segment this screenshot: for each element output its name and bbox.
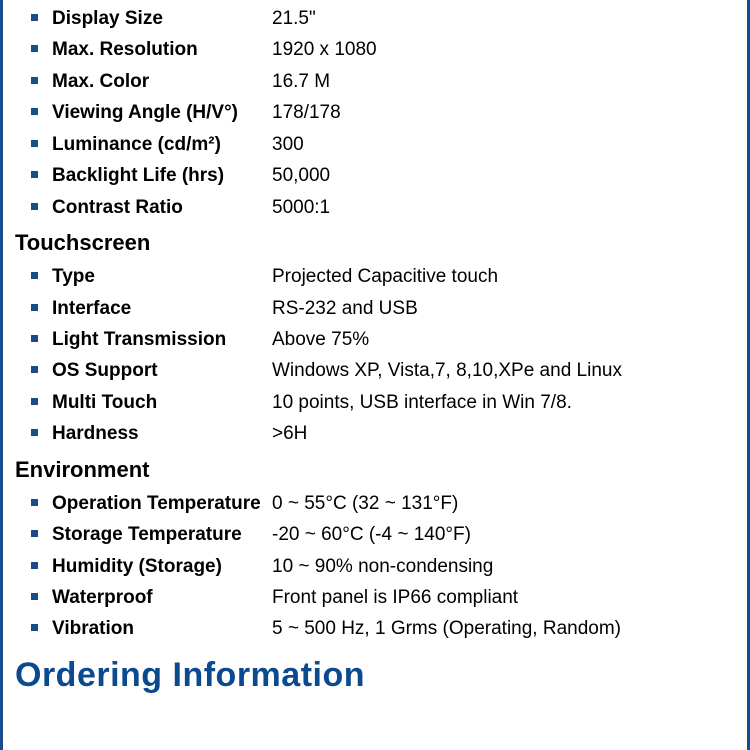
bullet-icon — [31, 530, 38, 537]
ordering-information-heading: Ordering Information — [15, 656, 737, 695]
bullet-icon — [31, 14, 38, 21]
spec-row: Humidity (Storage) 10 ~ 90% non-condensi… — [31, 552, 737, 581]
spec-label: Display Size — [52, 4, 272, 33]
bullet-icon — [31, 593, 38, 600]
bullet-icon — [31, 272, 38, 279]
spec-row: Type Projected Capacitive touch — [31, 262, 737, 291]
display-specs: Display Size 21.5" Max. Resolution 1920 … — [13, 4, 737, 222]
spec-value: 1920 x 1080 — [272, 35, 737, 64]
spec-row: Multi Touch 10 points, USB interface in … — [31, 388, 737, 417]
spec-row: Operation Temperature 0 ~ 55°C (32 ~ 131… — [31, 489, 737, 518]
bullet-icon — [31, 140, 38, 147]
spec-value: 50,000 — [272, 161, 737, 190]
spec-value: 300 — [272, 130, 737, 159]
spec-row: Max. Resolution 1920 x 1080 — [31, 35, 737, 64]
spec-row: Interface RS-232 and USB — [31, 294, 737, 323]
spec-label: Max. Resolution — [52, 35, 272, 64]
spec-value: Above 75% — [272, 325, 737, 354]
spec-row: Vibration 5 ~ 500 Hz, 1 Grms (Operating,… — [31, 614, 737, 643]
bullet-icon — [31, 203, 38, 210]
bullet-icon — [31, 429, 38, 436]
spec-row: Waterproof Front panel is IP66 compliant — [31, 583, 737, 612]
spec-label: Light Transmission — [52, 325, 272, 354]
touchscreen-heading: Touchscreen — [15, 230, 737, 256]
bullet-icon — [31, 171, 38, 178]
spec-value: 21.5" — [272, 4, 737, 33]
spec-label: Storage Temperature — [52, 520, 272, 549]
spec-value: 5000:1 — [272, 193, 737, 222]
bullet-icon — [31, 562, 38, 569]
spec-value: 10 ~ 90% non-condensing — [272, 552, 737, 581]
spec-value: 0 ~ 55°C (32 ~ 131°F) — [272, 489, 737, 518]
spec-label: Hardness — [52, 419, 272, 448]
bullet-icon — [31, 335, 38, 342]
spec-label: Type — [52, 262, 272, 291]
spec-value: 10 points, USB interface in Win 7/8. — [272, 388, 737, 417]
spec-row: Storage Temperature -20 ~ 60°C (-4 ~ 140… — [31, 520, 737, 549]
spec-value: 16.7 M — [272, 67, 737, 96]
spec-label: Waterproof — [52, 583, 272, 612]
environment-specs: Operation Temperature 0 ~ 55°C (32 ~ 131… — [13, 489, 737, 644]
spec-row: Backlight Life (hrs) 50,000 — [31, 161, 737, 190]
spec-value: 178/178 — [272, 98, 737, 127]
spec-label: Max. Color — [52, 67, 272, 96]
environment-heading: Environment — [15, 457, 737, 483]
bullet-icon — [31, 304, 38, 311]
spec-row: Display Size 21.5" — [31, 4, 737, 33]
bullet-icon — [31, 499, 38, 506]
bullet-icon — [31, 624, 38, 631]
spec-label: Multi Touch — [52, 388, 272, 417]
spec-row: Luminance (cd/m²) 300 — [31, 130, 737, 159]
bullet-icon — [31, 366, 38, 373]
spec-value: >6H — [272, 419, 737, 448]
bullet-icon — [31, 77, 38, 84]
spec-row: OS Support Windows XP, Vista,7, 8,10,XPe… — [31, 356, 737, 385]
bullet-icon — [31, 108, 38, 115]
spec-row: Hardness >6H — [31, 419, 737, 448]
spec-label: Operation Temperature — [52, 489, 272, 518]
spec-value: Front panel is IP66 compliant — [272, 583, 737, 612]
spec-value: Projected Capacitive touch — [272, 262, 737, 291]
bullet-icon — [31, 45, 38, 52]
spec-label: OS Support — [52, 356, 272, 385]
spec-value: -20 ~ 60°C (-4 ~ 140°F) — [272, 520, 737, 549]
bullet-icon — [31, 398, 38, 405]
spec-row: Contrast Ratio 5000:1 — [31, 193, 737, 222]
spec-value: Windows XP, Vista,7, 8,10,XPe and Linux — [272, 356, 737, 385]
spec-row: Viewing Angle (H/V°) 178/178 — [31, 98, 737, 127]
touchscreen-specs: Type Projected Capacitive touch Interfac… — [13, 262, 737, 449]
spec-row: Max. Color 16.7 M — [31, 67, 737, 96]
spec-label: Vibration — [52, 614, 272, 643]
spec-label: Interface — [52, 294, 272, 323]
spec-label: Humidity (Storage) — [52, 552, 272, 581]
spec-label: Backlight Life (hrs) — [52, 161, 272, 190]
spec-sheet-page: Display Size 21.5" Max. Resolution 1920 … — [0, 0, 750, 750]
spec-row: Light Transmission Above 75% — [31, 325, 737, 354]
spec-value: 5 ~ 500 Hz, 1 Grms (Operating, Random) — [272, 614, 737, 643]
spec-label: Luminance (cd/m²) — [52, 130, 272, 159]
spec-value: RS-232 and USB — [272, 294, 737, 323]
spec-label: Contrast Ratio — [52, 193, 272, 222]
spec-label: Viewing Angle (H/V°) — [52, 98, 272, 127]
